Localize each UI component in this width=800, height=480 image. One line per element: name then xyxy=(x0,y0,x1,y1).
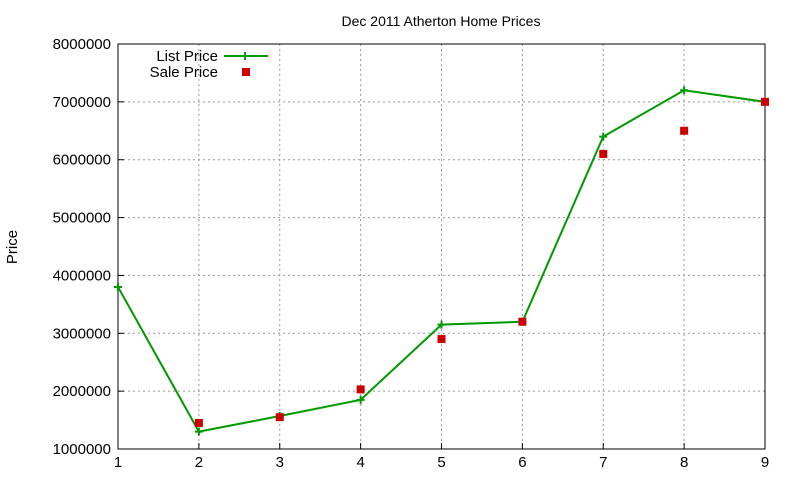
point-sale-price xyxy=(356,385,365,394)
legend-label-list-price: List Price xyxy=(156,48,218,65)
y-tick-label: 6000000 xyxy=(53,152,111,169)
x-tick-label: 5 xyxy=(437,454,445,471)
y-axis-label: Price xyxy=(4,230,21,264)
point-sale-price xyxy=(599,149,608,158)
legend: List Price Sale Price xyxy=(150,48,268,81)
point-list-price xyxy=(437,320,446,329)
x-tick-label: 4 xyxy=(356,454,364,471)
y-tick-label: 7000000 xyxy=(53,94,111,111)
x-tick-label: 6 xyxy=(518,454,526,471)
x-tick-label: 3 xyxy=(276,454,284,471)
y-tick-label: 3000000 xyxy=(53,325,111,342)
x-tick-label: 1 xyxy=(114,454,122,471)
x-tick-label: 8 xyxy=(680,454,688,471)
point-list-price xyxy=(680,86,689,95)
point-sale-price xyxy=(275,413,284,422)
point-sale-price xyxy=(680,126,689,135)
x-tick-label: 7 xyxy=(599,454,607,471)
y-tick-label: 8000000 xyxy=(53,36,111,53)
point-list-price xyxy=(114,283,122,291)
x-tick-label: 2 xyxy=(195,454,203,471)
series-layer xyxy=(114,86,769,436)
point-list-price xyxy=(356,395,365,404)
y-tick-label: 5000000 xyxy=(53,210,111,227)
chart-title: Dec 2011 Atherton Home Prices xyxy=(342,13,541,29)
point-list-price xyxy=(194,427,203,436)
y-tick-label: 2000000 xyxy=(53,383,111,400)
y-tick-label: 1000000 xyxy=(53,441,111,458)
legend-marker-list-price xyxy=(241,52,249,60)
point-sale-price xyxy=(761,97,769,106)
point-sale-price xyxy=(194,418,203,427)
point-sale-price xyxy=(518,317,527,326)
legend-marker-sale-price xyxy=(242,68,250,76)
x-tick-label: 9 xyxy=(761,454,769,471)
point-sale-price xyxy=(437,335,446,344)
axis-ticks: 1 2 3 4 5 6 7 8 9 1000000 2000000 3000000 4000000 500… xyxy=(53,36,770,471)
y-tick-label: 4000000 xyxy=(53,267,111,284)
legend-label-sale-price: Sale Price xyxy=(150,64,218,81)
point-list-price xyxy=(599,132,608,141)
grid xyxy=(118,44,765,449)
